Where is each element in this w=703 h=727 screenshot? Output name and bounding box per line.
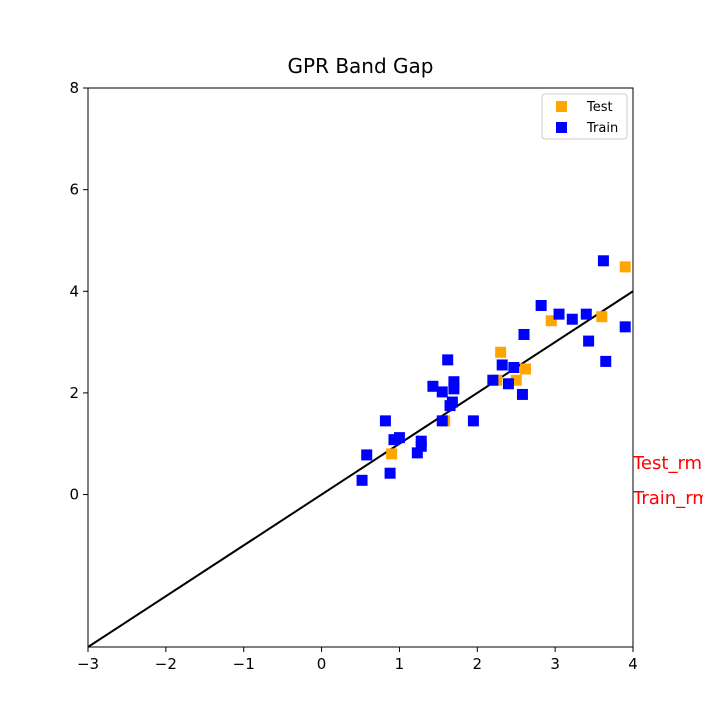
point-train-3	[384, 467, 396, 479]
test-rmse-annotation: Test_rm	[632, 453, 702, 474]
x-tick-label: −2	[155, 655, 177, 673]
point-train-15	[448, 376, 460, 388]
y-tick-label: 8	[69, 79, 79, 97]
point-train-0	[356, 474, 368, 486]
point-train-12	[442, 354, 454, 366]
point-train-5	[393, 432, 405, 444]
x-tick-label: 4	[628, 655, 638, 673]
reference-line-layer	[87, 290, 634, 648]
point-test-0	[386, 448, 398, 460]
plot-background	[88, 88, 633, 647]
point-test-1	[495, 346, 507, 358]
point-test-2	[510, 374, 522, 386]
point-test-6	[596, 311, 608, 323]
y-tick-label: 2	[69, 384, 79, 402]
point-train-22	[516, 388, 528, 400]
legend: Test Train	[541, 93, 628, 140]
point-train-6	[411, 447, 423, 459]
point-train-29	[597, 255, 609, 267]
x-tick-label: 3	[550, 655, 560, 673]
legend-swatch-train	[556, 122, 567, 133]
x-tick-label: −3	[77, 655, 99, 673]
y-tick-label: 6	[69, 181, 79, 199]
point-train-9	[427, 380, 439, 392]
point-train-20	[502, 378, 514, 390]
point-train-31	[619, 321, 631, 333]
series-train	[356, 255, 631, 486]
x-tick-label: 2	[473, 655, 483, 673]
point-test-5	[545, 315, 557, 327]
chart-title: GPR Band Gap	[288, 54, 434, 78]
x-tick-label: 0	[317, 655, 327, 673]
point-train-23	[518, 328, 530, 340]
point-train-27	[580, 308, 592, 320]
point-train-10	[436, 386, 448, 398]
point-train-1	[361, 449, 373, 461]
point-train-30	[600, 355, 612, 367]
point-train-2	[379, 415, 391, 427]
y-tick-label: 0	[69, 486, 79, 504]
x-tick-label: 1	[395, 655, 405, 673]
point-train-25	[553, 308, 565, 320]
point-train-17	[467, 415, 479, 427]
point-train-16	[448, 383, 460, 395]
x-tick-label: −1	[233, 655, 255, 673]
point-test-3	[520, 363, 532, 375]
data-points-layer	[356, 255, 631, 486]
point-train-11	[436, 415, 448, 427]
point-train-18	[487, 374, 499, 386]
point-train-21	[508, 362, 520, 373]
legend-swatch-test	[556, 101, 567, 112]
x-axis: −3 −2 −1 0 1 2 3 4	[77, 647, 638, 673]
y-axis: 0 2 4 6 8	[69, 79, 88, 504]
point-test-7	[619, 261, 631, 273]
point-train-26	[566, 313, 578, 325]
point-train-24	[535, 300, 547, 312]
point-train-28	[583, 335, 595, 347]
reference-line	[87, 290, 634, 648]
point-train-14	[446, 396, 458, 408]
point-train-8	[415, 440, 427, 452]
legend-label-test: Test	[586, 100, 613, 115]
y-tick-label: 4	[69, 282, 79, 300]
train-rmse-annotation: Train_rm	[632, 488, 703, 509]
plot-frame	[87, 87, 634, 648]
point-train-19	[496, 359, 508, 371]
legend-label-train: Train	[586, 121, 618, 136]
